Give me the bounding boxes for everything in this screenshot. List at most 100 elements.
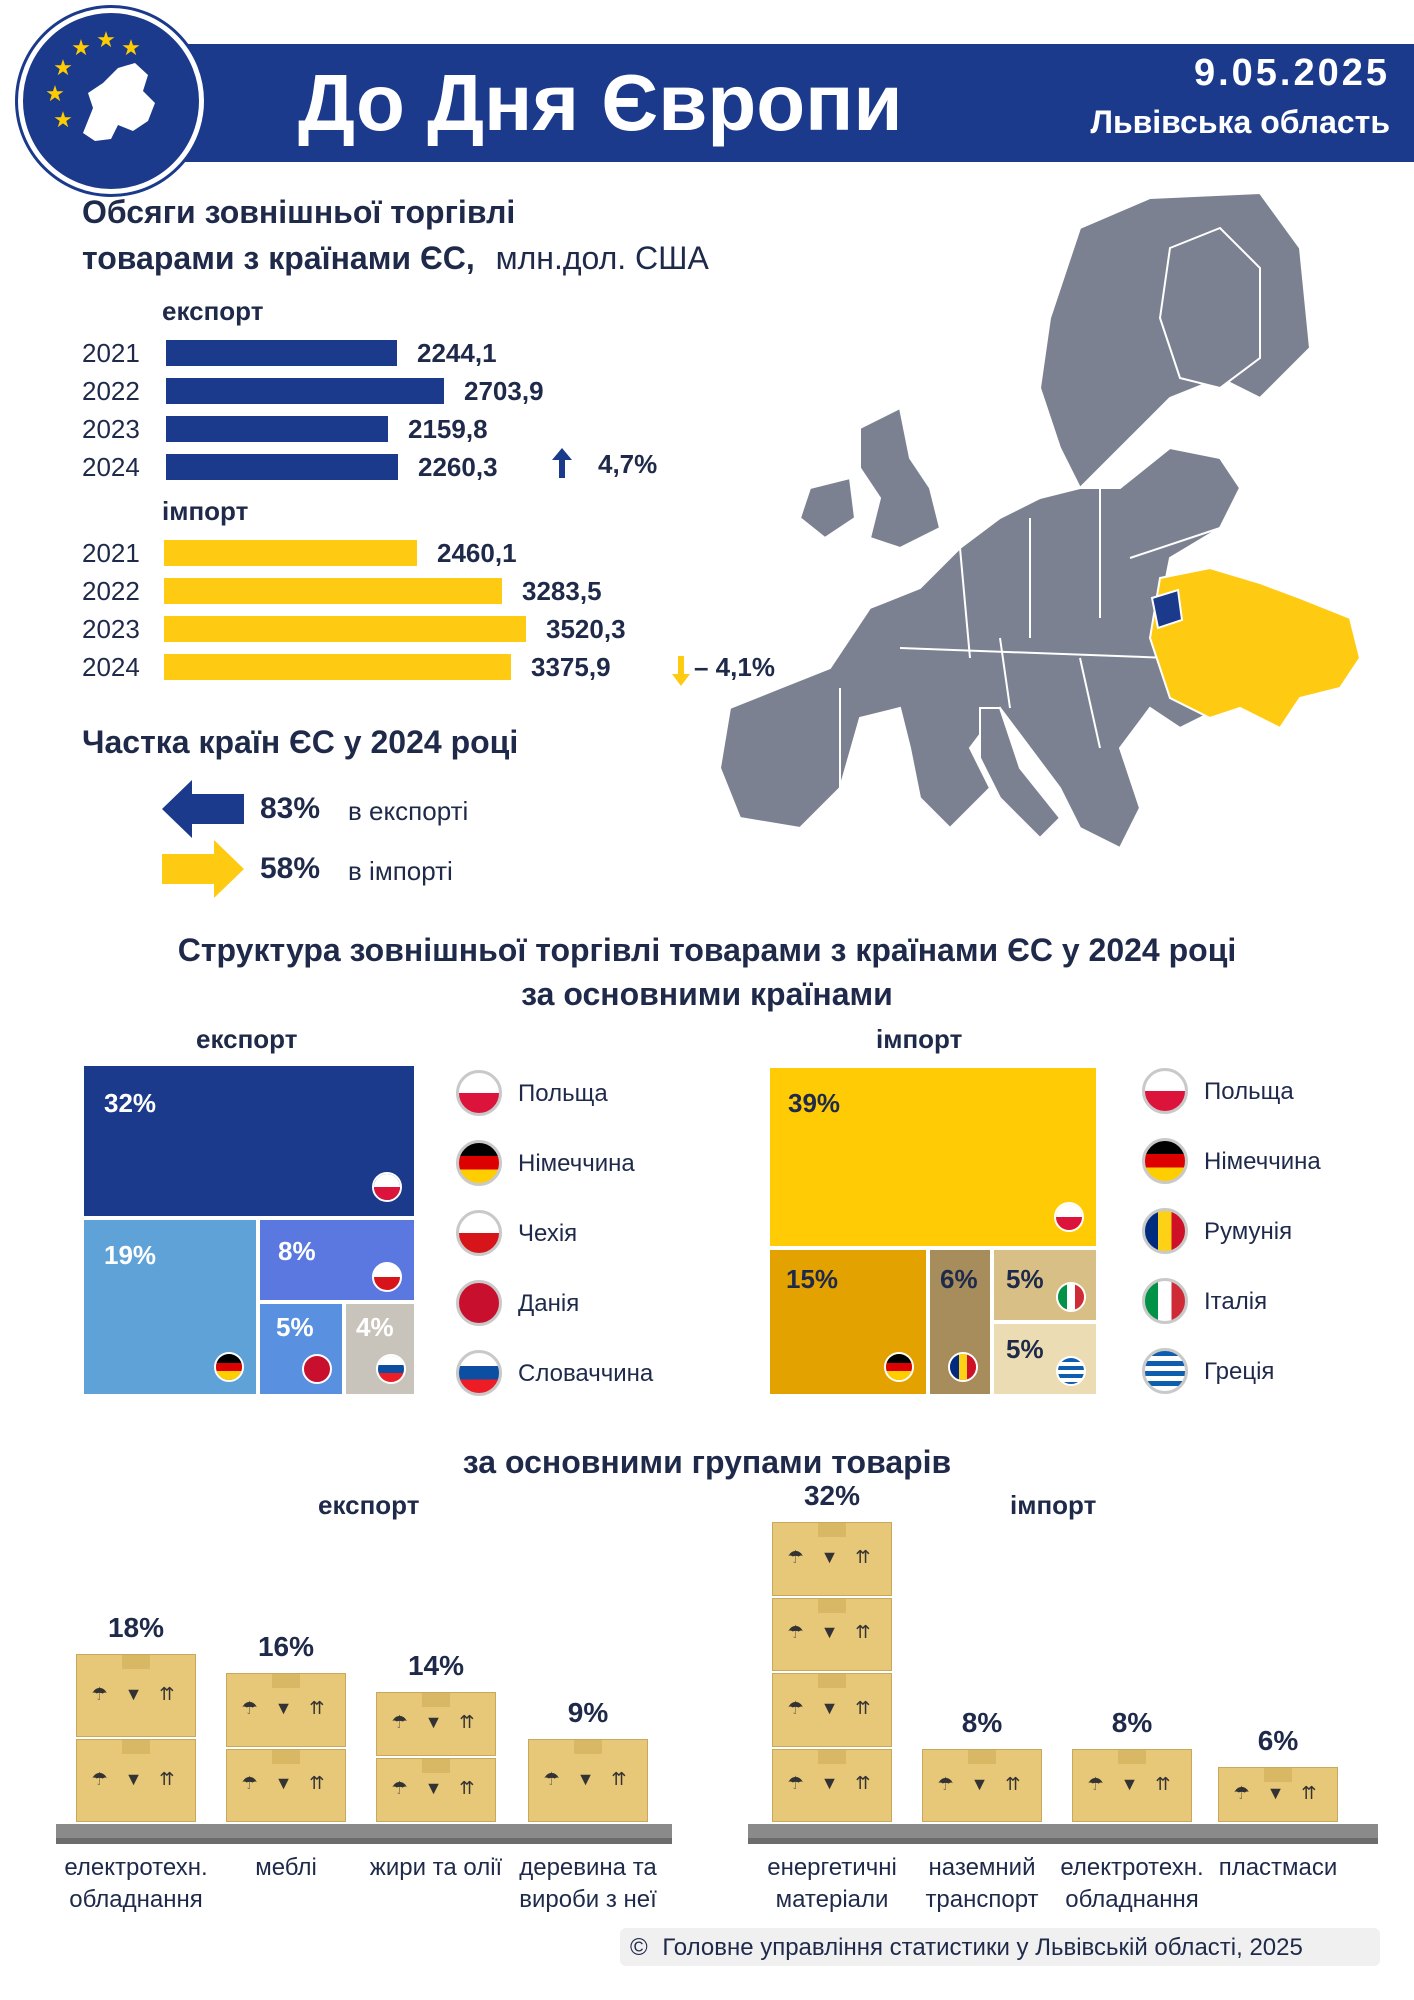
export-year-2022: 2022 [82, 376, 140, 406]
export-pallet [56, 1824, 672, 1838]
import-arrow-icon [162, 840, 244, 903]
greece-flag-icon [1142, 1348, 1188, 1394]
import-value-2022: 3283,5 [522, 576, 602, 606]
svg-text:★: ★ [53, 108, 73, 133]
import-group-pct-0: 32% [803, 1480, 861, 1511]
treemap-import-italy-label: 5% [1006, 1264, 1044, 1294]
treemap-export-slovakia: 4% [346, 1304, 414, 1394]
import-group-pct-3: 6% [1257, 1725, 1299, 1756]
export-legend-poland: Польща [518, 1080, 608, 1107]
czechia-flag-icon [456, 1210, 502, 1256]
crate-tape [272, 1749, 300, 1764]
export-legend-slovakia: Словаччина [518, 1360, 654, 1387]
import-pallet-legs [748, 1838, 1378, 1844]
germany-flag-icon [884, 1352, 914, 1382]
crate-handling-icons: ☂ ▼ ⇈ [91, 1683, 181, 1704]
import-group-category-2: електротехн. обладнання [1060, 1854, 1204, 1913]
import-group-pct-2: 8% [1111, 1707, 1153, 1738]
eu-emblem: ★ ★ ★ ★ ★ ★ [18, 8, 204, 194]
share-title: Частка країн ЄС у 2024 році [82, 724, 519, 760]
crate-tape [574, 1740, 602, 1754]
treemap-export-denmark-label: 5% [276, 1312, 314, 1342]
up-arrow-icon [552, 448, 572, 483]
treemap-import-italy: 5% [994, 1250, 1096, 1320]
export-bar-2024 [166, 454, 398, 480]
treemap-export-germany-label: 19% [104, 1240, 157, 1270]
crate-tape [818, 1749, 846, 1764]
crate-tape [968, 1750, 996, 1764]
import-group-crate-0-0: ☂ ▼ ⇈ [772, 1748, 892, 1822]
crate-tape [1118, 1750, 1146, 1764]
export-share-text: в експорті [348, 796, 469, 826]
crate-tape [1264, 1768, 1292, 1782]
svg-text:★: ★ [96, 28, 116, 53]
treemap-export-poland-label: 32% [104, 1088, 157, 1118]
volume-title-line2: товарами з країнами ЄС, млн.дол. США [82, 240, 709, 277]
treemap-import-poland-label: 39% [788, 1088, 841, 1118]
export-group-category-1: меблі [255, 1854, 317, 1881]
denmark-flag-icon [456, 1280, 502, 1326]
import-year-2024: 2024 [82, 652, 140, 682]
export-legend-germany: Німеччина [518, 1150, 635, 1177]
crate-tape [818, 1598, 846, 1613]
italy-flag-icon [1056, 1282, 1086, 1312]
crate-handling-icons: ☂ ▼ ⇈ [787, 1622, 877, 1643]
import-group-crate-0-1: ☂ ▼ ⇈ [772, 1673, 892, 1747]
treemap-import-greece-label: 5% [1006, 1334, 1044, 1364]
crate-tape [818, 1674, 846, 1688]
import-legend-poland: Польща [1204, 1078, 1294, 1105]
crate-handling-icons: ☂ ▼ ⇈ [787, 1697, 877, 1718]
import-group-category-0: енергетичні матеріали [767, 1854, 897, 1913]
import-pallet [748, 1824, 1378, 1838]
export-group-crate-1-1: ☂ ▼ ⇈ [226, 1673, 346, 1747]
treemap-import-poland: 39% [770, 1068, 1096, 1246]
italy-flag-icon [1142, 1278, 1188, 1324]
crate-handling-icons: ☂ ▼ ⇈ [1233, 1782, 1323, 1803]
poland-flag-icon [456, 1070, 502, 1116]
crate-handling-icons: ☂ ▼ ⇈ [91, 1768, 181, 1789]
export-legend-czechia: Чехія [518, 1220, 578, 1247]
export-change: 4,7% [598, 449, 658, 479]
romania-flag-icon [1142, 1208, 1188, 1254]
export-value-2021: 2244,1 [417, 338, 497, 368]
greece-flag-icon [1056, 1356, 1086, 1386]
germany-flag-icon [1142, 1138, 1188, 1184]
treemap-export-germany: 19% [84, 1220, 256, 1394]
import-group-pct-1: 8% [961, 1707, 1003, 1738]
structure-export-label: експорт [196, 1024, 298, 1054]
volume-title-text: товарами з країнами ЄС, [82, 240, 475, 276]
import-group-crate-0-2: ☂ ▼ ⇈ [772, 1597, 892, 1671]
export-arrow-icon [162, 780, 244, 843]
treemap-import-greece: 5% [994, 1324, 1096, 1394]
export-group-crate-1-0: ☂ ▼ ⇈ [226, 1748, 346, 1822]
export-group-crate-0-1: ☂ ▼ ⇈ [76, 1654, 196, 1737]
export-label: експорт [162, 296, 264, 326]
crate-handling-icons: ☂ ▼ ⇈ [937, 1773, 1027, 1794]
export-legend-denmark: Данія [518, 1290, 580, 1317]
groups-export-label: експорт [318, 1490, 420, 1520]
lviv-region-shape [1150, 588, 1184, 630]
structure-title-line1: Структура зовнішньої торгівлі товарами з… [177, 932, 1237, 968]
import-group-crate-1-0: ☂ ▼ ⇈ [922, 1749, 1042, 1822]
import-bar-2024 [164, 654, 511, 680]
import-bar-2022 [164, 578, 502, 604]
crate-tape [818, 1523, 846, 1537]
germany-flag-icon [456, 1140, 502, 1186]
structure-title-line2: за основними країнами [521, 976, 893, 1012]
eu-stars-map-icon: ★ ★ ★ ★ ★ ★ [45, 28, 155, 141]
volume-title-line1: Обсяги зовнішньої торгівлі [82, 194, 516, 230]
treemap-export-slovakia-label: 4% [356, 1312, 394, 1342]
svg-text:★: ★ [121, 36, 141, 61]
italy-shape [979, 707, 1062, 840]
import-legend-germany: Німеччина [1204, 1148, 1321, 1175]
export-group-crate-0-0: ☂ ▼ ⇈ [76, 1739, 196, 1822]
germany-flag-icon [214, 1352, 244, 1382]
import-group-crate-0-3: ☂ ▼ ⇈ [772, 1522, 892, 1596]
export-pallet-legs [56, 1838, 672, 1844]
export-group-category-3: деревина та вироби з неї [519, 1854, 657, 1913]
import-group-crate-2-0: ☂ ▼ ⇈ [1072, 1749, 1192, 1822]
footer-text: Головне управління статистики у Львівськ… [662, 1934, 1303, 1961]
import-label: імпорт [162, 496, 249, 526]
svg-text:★: ★ [71, 36, 91, 61]
export-group-category-0: електротехн. обладнання [64, 1854, 208, 1913]
